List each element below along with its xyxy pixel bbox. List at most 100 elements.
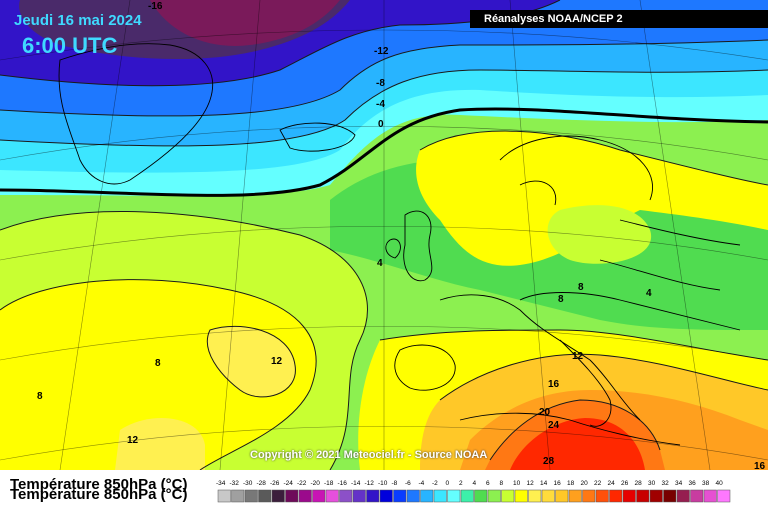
temp-band-24	[510, 418, 645, 470]
legend-swatch	[649, 489, 663, 503]
legend-swatch	[514, 489, 528, 503]
legend-swatch	[447, 489, 461, 503]
legend-swatch	[420, 489, 434, 503]
legend-tick-label: -32	[230, 480, 240, 487]
contour-label: 4	[377, 258, 383, 269]
contour-label: -4	[376, 99, 385, 110]
legend-tick-label: 40	[716, 480, 724, 487]
contour-label: 16	[754, 461, 766, 470]
legend-tick-label: -30	[243, 480, 253, 487]
legend-swatch	[244, 489, 258, 503]
isotherm-contour	[0, 107, 768, 197]
legend-tick-label: 32	[662, 480, 670, 487]
temp-band-8-north	[416, 131, 768, 266]
legend-tick-label: 20	[581, 480, 589, 487]
legend-swatch	[352, 489, 366, 503]
legend-swatch	[541, 489, 555, 503]
legend-swatch	[622, 489, 636, 503]
legend-tick-label: 24	[608, 480, 616, 487]
legend-tick-label: 4	[473, 480, 477, 487]
legend-tick-label: 26	[621, 480, 629, 487]
legend-tick-label: -6	[405, 480, 411, 487]
legend-tick-label: -20	[311, 480, 321, 487]
legend-tick-label: 18	[567, 480, 575, 487]
legend-swatch	[285, 489, 299, 503]
legend-tick-label: 38	[702, 480, 710, 487]
contour-label: 16	[548, 379, 560, 390]
legend-swatch	[474, 489, 488, 503]
legend-tick-label: -18	[324, 480, 334, 487]
legend-tick-label: -24	[284, 480, 294, 487]
contour-label: 20	[539, 407, 551, 418]
temperature-map: -16 -12 -8 -4 0 4 4 8 8 8 8 12 12 12 16 …	[0, 0, 768, 470]
contour-labels: -16 -12 -8 -4 0 4 4 8 8 8 8 12 12 12 16 …	[37, 1, 766, 470]
legend-tick-label: -14	[351, 480, 361, 487]
legend-swatch	[325, 489, 339, 503]
legend-tick-label: 36	[689, 480, 697, 487]
legend-tick-label: 12	[527, 480, 535, 487]
contour-label: -16	[148, 1, 163, 12]
contour-label: 4	[646, 288, 652, 299]
legend-swatch	[636, 489, 650, 503]
legend-tick-label: -2	[432, 480, 438, 487]
legend-title-shadow: Température 850hPa (°C)	[10, 486, 188, 503]
contour-label: 8	[37, 391, 43, 402]
legend-swatch	[217, 489, 231, 503]
contour-label: 8	[155, 358, 161, 369]
legend-title: Température 850hPa (°C)	[10, 476, 188, 493]
legend-tick-label: 30	[648, 480, 656, 487]
temp-band-6-central	[547, 205, 652, 264]
contour-label: 12	[572, 351, 584, 362]
legend-swatch	[406, 489, 420, 503]
temp-band-minus24	[150, 0, 340, 46]
legend-tick-label: -28	[257, 480, 267, 487]
contour-label: 24	[548, 420, 560, 431]
contour-label: 12	[271, 356, 283, 367]
legend-swatch	[231, 489, 245, 503]
contour-label: 12	[127, 435, 139, 446]
legend-swatch	[717, 489, 731, 503]
legend-swatch	[690, 489, 704, 503]
legend-swatch	[298, 489, 312, 503]
legend-tick-label: -16	[338, 480, 348, 487]
map-time: 6:00 UTC	[22, 33, 118, 58]
legend-swatch	[582, 489, 596, 503]
legend-swatch	[312, 489, 326, 503]
map-date: Jeudi 16 mai 2024	[14, 12, 142, 29]
legend-tick-label: -34	[216, 480, 226, 487]
legend-swatch	[258, 489, 272, 503]
contour-label: -8	[376, 78, 385, 89]
legend-swatch	[379, 489, 393, 503]
legend-tick-label: 28	[635, 480, 643, 487]
legend-swatch	[366, 489, 380, 503]
legend-tick-label: -22	[297, 480, 307, 487]
legend-swatch	[339, 489, 353, 503]
legend-tick-label: 6	[486, 480, 490, 487]
contour-label: 8	[578, 282, 584, 293]
legend-tick-label: 16	[554, 480, 562, 487]
legend-swatch	[568, 489, 582, 503]
contour-label: 8	[558, 294, 564, 305]
temp-band-12-sw	[115, 418, 205, 470]
legend-swatch	[595, 489, 609, 503]
legend-tick-label: -4	[419, 480, 425, 487]
legend-swatch	[609, 489, 623, 503]
legend-tick-label: 8	[500, 480, 504, 487]
data-source-banner: Réanalyses NOAA/NCEP 2	[470, 10, 768, 28]
copyright-notice: Copyright © 2021 Meteociel.fr - Source N…	[250, 449, 488, 461]
legend-tick-label: 14	[540, 480, 548, 487]
temp-band-12-west	[207, 326, 296, 397]
contour-label: 0	[378, 119, 384, 130]
legend-tick-label: -26	[270, 480, 280, 487]
legend-tick-label: 0	[446, 480, 450, 487]
legend-swatch	[487, 489, 501, 503]
map-grid	[0, 0, 768, 470]
legend-tick-label: -8	[392, 480, 398, 487]
legend-swatch	[555, 489, 569, 503]
legend-tick-label: 2	[459, 480, 463, 487]
legend-tick-label: -10	[378, 480, 388, 487]
legend-swatch	[501, 489, 515, 503]
legend-swatch	[663, 489, 677, 503]
legend-tick-label: -12	[365, 480, 375, 487]
legend-swatch	[676, 489, 690, 503]
